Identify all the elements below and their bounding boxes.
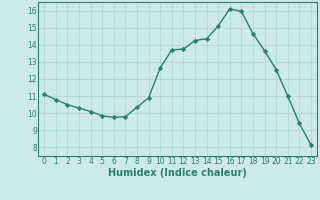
X-axis label: Humidex (Indice chaleur): Humidex (Indice chaleur) bbox=[108, 168, 247, 178]
